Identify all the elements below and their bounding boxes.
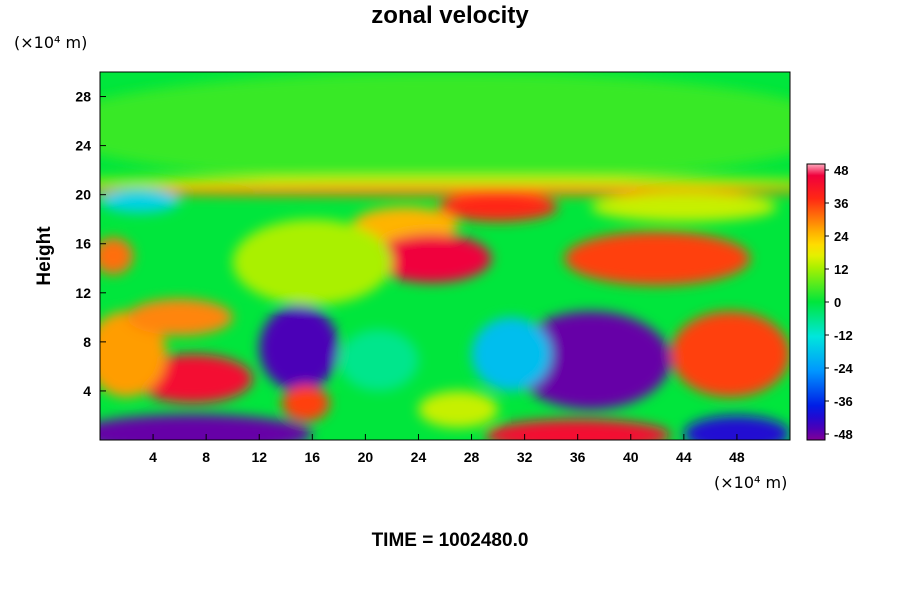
field-region bbox=[259, 305, 339, 391]
field-region bbox=[126, 298, 233, 336]
x-axis-unit: (×10⁴ m) bbox=[714, 473, 788, 492]
colorbar-tick-label: -48 bbox=[834, 427, 853, 442]
field-region bbox=[372, 233, 492, 283]
colorbar-tick-label: 0 bbox=[834, 295, 841, 310]
field-region bbox=[564, 231, 751, 286]
colorbar-tick-label: 48 bbox=[834, 163, 848, 178]
field-region bbox=[100, 237, 134, 275]
field-region bbox=[670, 311, 790, 398]
x-tick-label: 28 bbox=[464, 449, 480, 465]
x-tick-label: 32 bbox=[517, 449, 533, 465]
field-region bbox=[683, 415, 790, 440]
field-region bbox=[281, 384, 330, 422]
y-tick-label: 16 bbox=[75, 236, 91, 252]
x-tick-label: 20 bbox=[358, 449, 374, 465]
time-label: TIME = 1002480.0 bbox=[371, 530, 529, 551]
x-tick-label: 12 bbox=[251, 449, 267, 465]
x-tick-label: 48 bbox=[729, 449, 745, 465]
x-tick-label: 36 bbox=[570, 449, 586, 465]
chart-title: zonal velocity bbox=[371, 2, 529, 29]
x-tick-label: 16 bbox=[305, 449, 321, 465]
y-tick-label: 24 bbox=[75, 138, 91, 154]
field-region bbox=[232, 219, 392, 306]
field-region bbox=[100, 414, 313, 440]
colorbar-tick-label: 12 bbox=[834, 262, 848, 277]
plot-frame bbox=[99, 71, 791, 441]
x-tick-label: 8 bbox=[202, 449, 210, 465]
colorbar-tick-label: -24 bbox=[834, 361, 854, 376]
field-region bbox=[438, 192, 558, 222]
field-region bbox=[590, 192, 777, 222]
field-region bbox=[100, 188, 180, 214]
x-tick-label: 40 bbox=[623, 449, 639, 465]
field-region bbox=[100, 186, 790, 196]
field-region bbox=[100, 311, 167, 398]
y-axis-unit: (×10⁴ m) bbox=[14, 33, 88, 52]
y-tick-label: 12 bbox=[75, 285, 91, 301]
colorbar-tick-label: 36 bbox=[834, 196, 848, 211]
x-tick-label: 44 bbox=[676, 449, 692, 465]
y-tick-label: 4 bbox=[83, 383, 91, 399]
field-region bbox=[418, 390, 499, 428]
field-region bbox=[100, 176, 790, 189]
field-region bbox=[511, 311, 671, 410]
x-tick-label: 4 bbox=[149, 449, 157, 465]
field-region bbox=[471, 317, 552, 391]
colorbar-tick-label: 24 bbox=[834, 229, 849, 244]
field-region bbox=[100, 72, 790, 183]
field-region bbox=[338, 329, 419, 391]
plot-area bbox=[100, 72, 790, 440]
field-region bbox=[484, 419, 671, 440]
x-tick-label: 24 bbox=[411, 449, 427, 465]
colorbar-tick-label: -36 bbox=[834, 394, 853, 409]
y-tick-label: 8 bbox=[83, 334, 91, 350]
y-tick-label: 20 bbox=[75, 187, 91, 203]
y-tick-label: 28 bbox=[75, 89, 91, 105]
colorbar bbox=[806, 163, 826, 441]
colorbar-tick-label: -12 bbox=[834, 328, 853, 343]
